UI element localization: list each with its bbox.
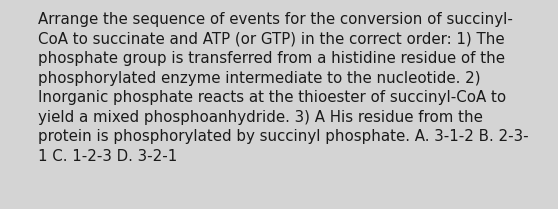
Text: Arrange the sequence of events for the conversion of succinyl-
CoA to succinate : Arrange the sequence of events for the c… xyxy=(38,12,528,164)
